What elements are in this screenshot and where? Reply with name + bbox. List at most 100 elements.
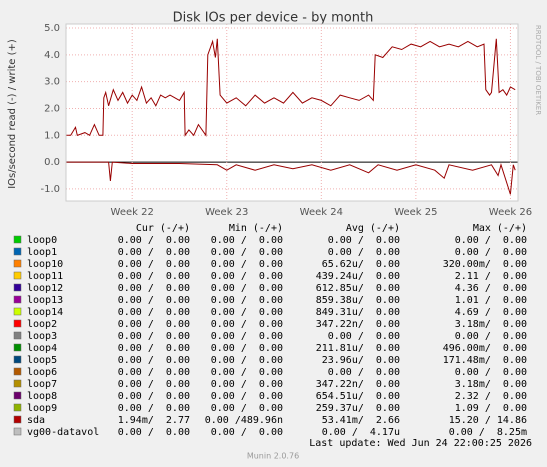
table-cell: 0.00 / 0.00 [118,259,190,270]
legend-label: loop7 [27,379,57,390]
table-cell: 859.38u/ 0.00 [316,295,400,306]
legend-label: sda [27,415,45,426]
legend-swatch [13,259,22,268]
table-cell: 0.00 / 0.00 [118,403,190,414]
table-cell: 23.96u/ 0.00 [322,355,400,366]
legend-label: loop0 [27,235,57,246]
table-cell: 0.00 / 0.00 [118,235,190,246]
legend-label: loop11 [27,271,63,282]
table-cell: 0.00 / 0.00 [211,283,283,294]
legend-swatch [13,295,22,304]
y-tick-label: 3.0 [44,77,60,88]
table-cell: 1.09 / 0.00 [455,403,527,414]
table-cell: 0.00 / 0.00 [455,247,527,258]
legend-label: loop6 [27,367,57,378]
legend-swatch [13,427,22,436]
table-cell: 0.00 / 0.00 [118,427,190,438]
table-cell: 0.00 / 0.00 [211,235,283,246]
legend-label: loop2 [27,319,57,330]
table-cell: 0.00 / 0.00 [328,247,400,258]
legend-label: loop12 [27,283,63,294]
table-cell: 3.18m/ 0.00 [455,319,527,330]
table-cell: 0.00 / 0.00 [211,331,283,342]
series-line [66,38,516,137]
table-cell: 0.00 / 0.00 [211,247,283,258]
legend-swatch [13,247,22,256]
legend-swatch [13,235,22,244]
plot: -1.0 0.0 1.0 2.0 3.0 4.0 5.0 Week 22 Week 23 Week… [40,23,532,218]
table-cell: 259.37u/ 0.00 [316,403,400,414]
legend-label: loop14 [27,307,63,318]
table-cell: 0.00 / 0.00 [118,247,190,258]
table-cell: 15.20 / 14.86 [449,415,527,426]
table-cell: 0.00 / 0.00 [118,391,190,402]
table-cell: 0.00 / 0.00 [211,355,283,366]
legend-swatch [13,331,22,340]
table-cell: 4.69 / 0.00 [455,307,527,318]
table-cell: 171.48m/ 0.00 [443,355,527,366]
x-tick-label: Week 26 [489,207,532,218]
table-cell: 0.00 / 0.00 [118,379,190,390]
table-cell: 0.00 / 0.00 [211,271,283,282]
table-cell: 0.00 / 0.00 [211,319,283,330]
table-cell: 0.00 / 4.17u [322,427,400,438]
x-tick-label: Week 24 [300,207,343,218]
legend-label: loop13 [27,295,63,306]
table-cell: 0.00 / 0.00 [118,343,190,354]
table-cell: 0.00 / 0.00 [211,295,283,306]
table-cell: 3.18m/ 0.00 [455,379,527,390]
table-cell: 0.00 / 0.00 [455,235,527,246]
legend-label: loop4 [27,343,57,354]
table-cell: 654.51u/ 0.00 [316,391,400,402]
table-cell: 347.22n/ 0.00 [316,379,400,390]
table-cell: 0.00 /489.96n [205,415,283,426]
y-tick-label: 5.0 [44,23,60,34]
legend-table: Cur (-/+) Min (-/+) Avg (-/+) Max (-/+) loop… [13,223,527,438]
table-cell: 4.36 / 0.00 [455,283,527,294]
plot-area [66,24,518,201]
series-line [66,161,516,195]
legend-label: loop3 [27,331,57,342]
table-cell: 0.00 / 0.00 [118,271,190,282]
table-cell: 320.00m/ 0.00 [443,259,527,270]
table-cell: 53.41m/ 2.66 [322,415,400,426]
y-tick-label: 2.0 [44,103,60,114]
table-cell: 0.00 / 0.00 [118,283,190,294]
legend-label: loop9 [27,403,57,414]
table-cell: 496.00m/ 0.00 [443,343,527,354]
y-tick-label: 4.0 [44,50,60,61]
legend-swatch [13,367,22,376]
legend-label: loop8 [27,391,57,402]
last-update: Last update: Wed Jun 24 22:00:25 2026 [309,438,532,449]
chart-title: Disk IOs per device - by month [173,11,374,26]
table-cell: 0.00 / 0.00 [328,235,400,246]
legend-swatch [13,391,22,400]
legend-swatch [13,283,22,292]
table-cell: 2.11 / 0.00 [455,271,527,282]
table-cell: 0.00 / 0.00 [211,403,283,414]
legend-swatch [13,319,22,328]
legend-swatch [13,415,22,424]
table-cell: 0.00 / 0.00 [211,259,283,270]
table-cell: 0.00 / 0.00 [118,331,190,342]
legend-swatch [13,355,22,364]
table-cell: 211.81u/ 0.00 [316,343,400,354]
x-tick-label: Week 22 [111,207,154,218]
legend-label: loop1 [27,247,57,258]
table-cell: 65.62u/ 0.00 [322,259,400,270]
legend-swatch [13,379,22,388]
table-cell: 0.00 / 0.00 [211,379,283,390]
table-cell: 0.00 / 0.00 [118,319,190,330]
table-cell: 0.00 / 0.00 [328,331,400,342]
table-cell: 0.00 / 0.00 [118,295,190,306]
table-cell: 0.00 / 0.00 [118,307,190,318]
table-cell: 0.00 / 0.00 [118,355,190,366]
side-text: RRDTOOL / TOBI OETIKER [534,25,542,115]
plot-border [65,23,519,202]
y-tick-label: 1.0 [44,130,60,141]
table-cell: 2.32 / 0.00 [455,391,527,402]
table-cell: 0.00 / 0.00 [455,331,527,342]
x-tick-label: Week 25 [394,207,437,218]
legend-swatch [13,271,22,280]
